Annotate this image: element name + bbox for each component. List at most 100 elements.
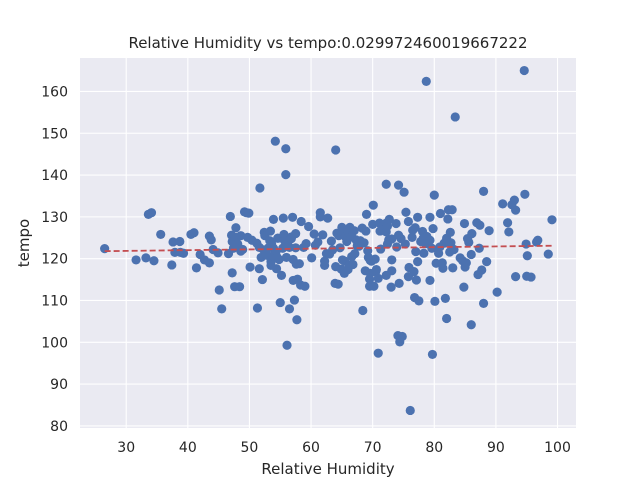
data-point — [146, 208, 157, 218]
data-point — [547, 215, 557, 225]
data-point — [301, 239, 311, 249]
data-point — [435, 208, 446, 219]
data-point — [511, 272, 521, 282]
data-point — [370, 254, 380, 264]
data-point — [482, 257, 492, 267]
x-tick-label: 60 — [302, 440, 320, 456]
data-point — [410, 223, 420, 233]
data-point — [191, 263, 202, 273]
data-point — [478, 186, 489, 196]
data-point — [270, 136, 280, 146]
data-point — [498, 199, 508, 209]
data-point — [214, 285, 224, 295]
data-point — [461, 258, 471, 268]
data-point — [384, 214, 394, 224]
data-point — [254, 264, 264, 274]
data-point — [231, 223, 241, 233]
data-point — [387, 255, 397, 265]
data-point — [413, 257, 423, 267]
data-point — [255, 183, 265, 193]
data-point — [405, 405, 415, 416]
data-point — [445, 227, 455, 237]
data-point — [411, 246, 421, 257]
data-point — [225, 211, 235, 222]
data-point — [284, 304, 295, 314]
data-point — [309, 229, 319, 239]
data-point — [175, 236, 185, 247]
data-point — [244, 208, 254, 218]
data-point — [409, 267, 419, 277]
data-point — [440, 293, 450, 303]
data-point — [331, 145, 341, 155]
y-tick-label: 160 — [41, 84, 68, 100]
data-point — [323, 213, 333, 223]
x-tick-label: 80 — [425, 440, 443, 456]
x-tick-label: 40 — [179, 440, 197, 456]
y-tick-label: 90 — [50, 377, 68, 393]
data-point — [391, 218, 401, 229]
y-tick-label: 100 — [41, 335, 68, 351]
data-point — [281, 144, 291, 154]
data-point — [156, 229, 166, 240]
data-point — [318, 230, 328, 240]
data-point — [467, 228, 477, 239]
data-point — [429, 190, 439, 200]
data-point — [430, 296, 440, 306]
data-point — [292, 315, 302, 325]
x-axis-label: Relative Humidity — [261, 460, 394, 478]
data-point — [167, 260, 177, 270]
data-point — [313, 237, 323, 247]
data-point — [217, 304, 227, 314]
data-point — [413, 212, 423, 222]
data-point — [464, 237, 474, 247]
data-point — [350, 249, 360, 259]
data-point — [484, 226, 494, 236]
data-point — [287, 212, 298, 222]
data-point — [400, 239, 410, 249]
data-point — [333, 279, 343, 289]
data-point — [294, 259, 304, 269]
data-point — [459, 282, 469, 292]
data-point — [289, 295, 300, 305]
data-point — [401, 207, 411, 217]
data-point — [425, 212, 435, 222]
data-point — [371, 264, 381, 275]
data-point — [320, 256, 330, 266]
data-point — [368, 200, 378, 210]
data-point — [348, 259, 358, 270]
data-point — [296, 216, 306, 227]
data-point — [521, 239, 531, 249]
data-point — [477, 265, 487, 275]
x-tick-label: 70 — [364, 440, 382, 456]
data-point — [315, 212, 325, 222]
data-point — [403, 216, 414, 227]
data-point — [425, 275, 435, 286]
data-point — [397, 331, 407, 342]
data-point — [511, 205, 521, 215]
data-point — [466, 249, 476, 260]
data-point — [359, 238, 369, 248]
data-point — [386, 282, 396, 292]
data-point — [206, 235, 216, 245]
data-point — [303, 221, 314, 232]
data-point — [492, 287, 502, 297]
data-point — [425, 235, 435, 245]
data-point — [448, 263, 458, 273]
chart-title: Relative Humidity vs tempo:0.02997246001… — [128, 34, 527, 52]
data-point — [411, 275, 422, 285]
trend-line — [104, 244, 555, 253]
data-point — [227, 268, 237, 278]
data-point — [438, 263, 448, 273]
data-point — [533, 235, 543, 245]
y-tick-label: 150 — [41, 126, 68, 142]
data-point — [252, 303, 263, 313]
data-point — [442, 313, 452, 324]
data-point — [520, 189, 530, 199]
y-tick-label: 80 — [50, 419, 68, 435]
y-tick-label: 120 — [41, 252, 68, 268]
data-point — [282, 340, 292, 350]
data-point — [419, 248, 429, 258]
data-point — [428, 223, 438, 234]
x-tick-label: 30 — [117, 440, 135, 456]
